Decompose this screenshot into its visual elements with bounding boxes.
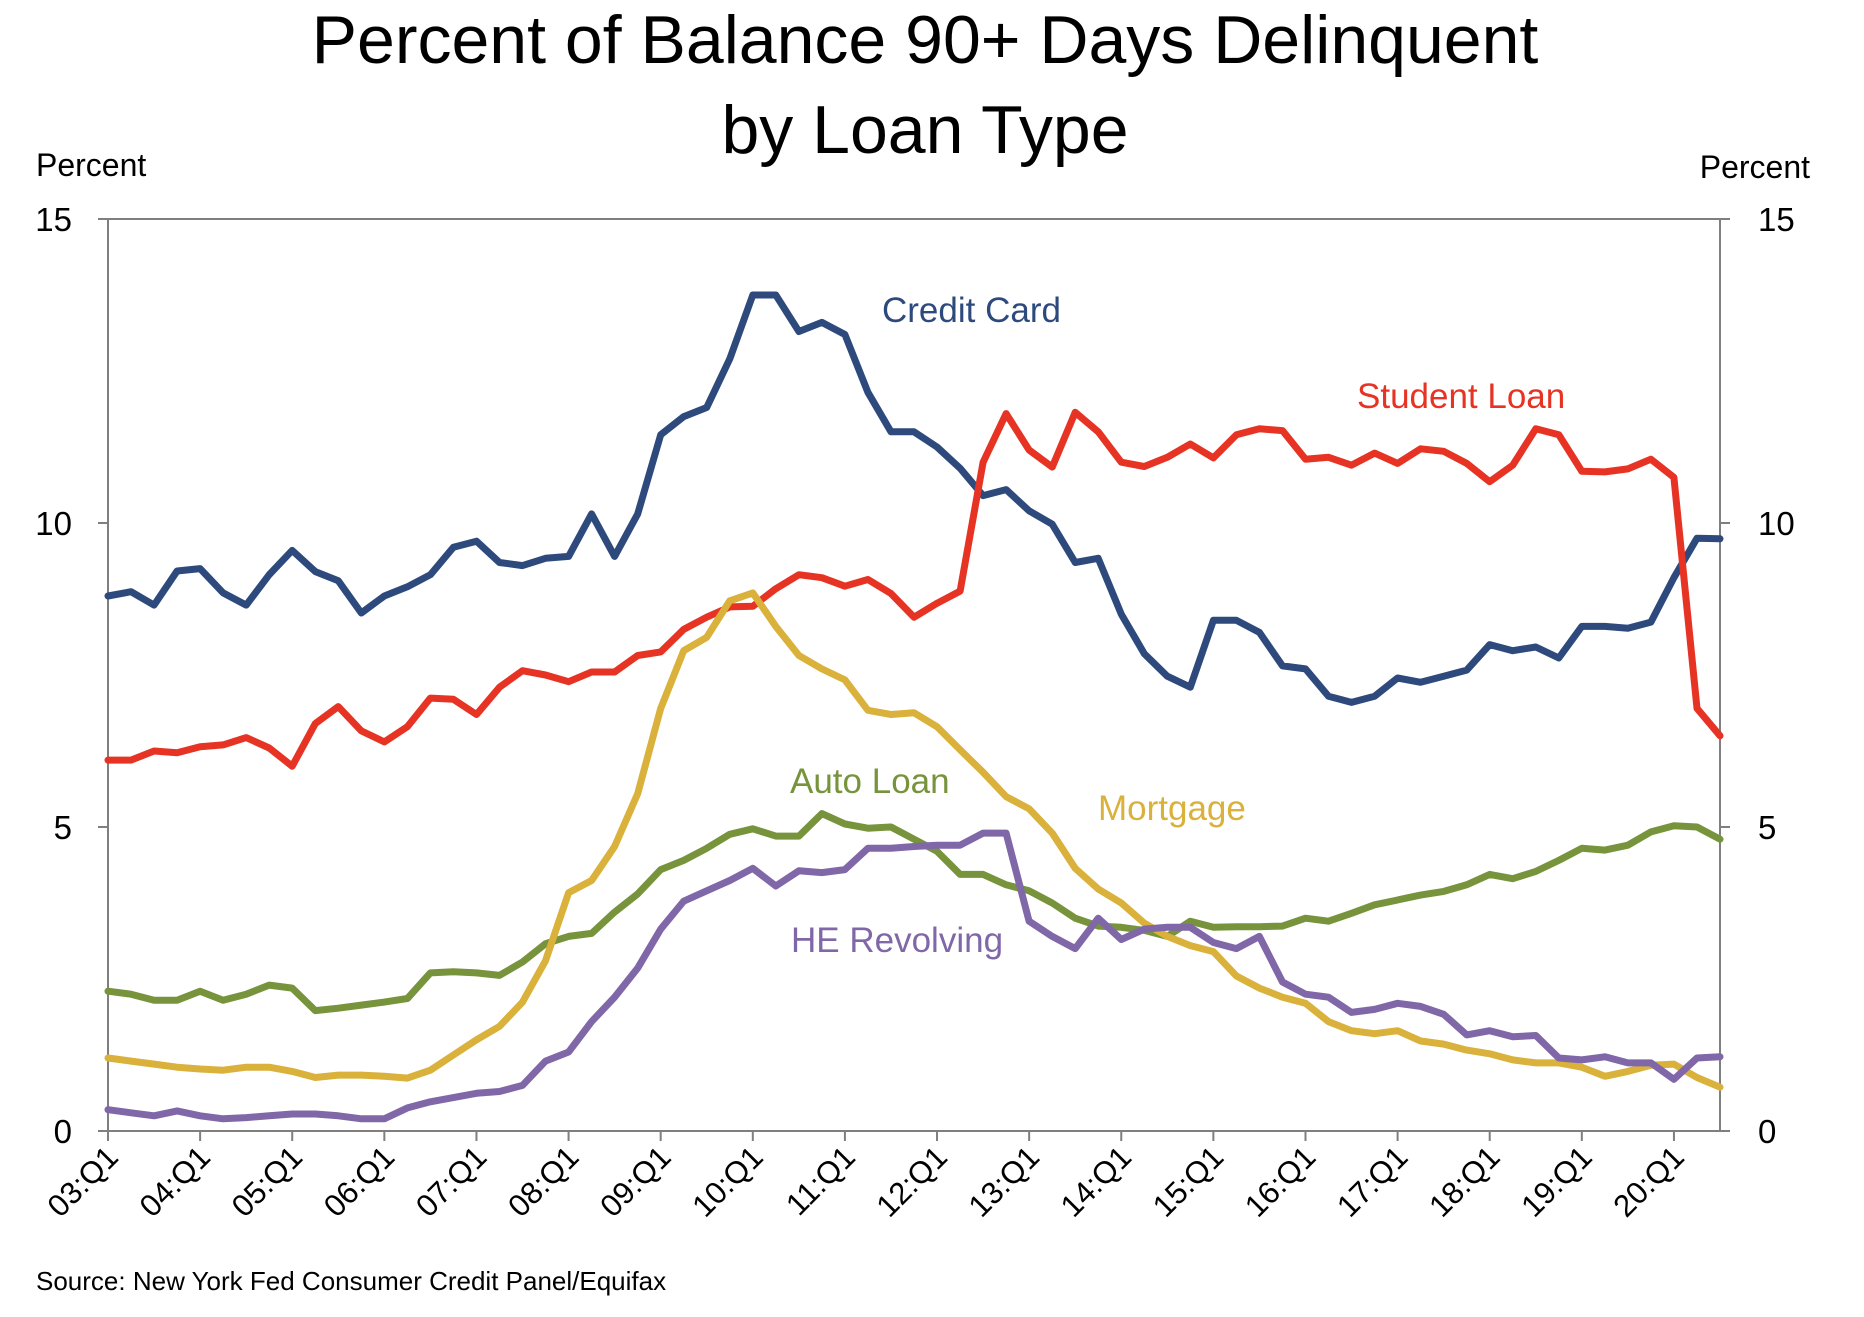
x-tick-label: 03:Q1 (40, 1139, 124, 1223)
plot-border (107, 218, 1721, 1132)
x-tick-label: 17:Q1 (1330, 1139, 1414, 1223)
left-y-tick-label: 5 (54, 809, 72, 846)
right-y-tick-label: 5 (1758, 809, 1776, 846)
annotation-mortgage: Mortgage (1098, 789, 1246, 828)
x-tick-label: 04:Q1 (133, 1139, 217, 1223)
y-axis-label-right: Percent (1700, 149, 1810, 185)
plot-frame (107, 218, 1721, 1132)
right-y-tick-label: 15 (1758, 201, 1795, 238)
series-lines (104, 291, 1724, 1123)
x-tick-label: 20:Q1 (1606, 1139, 1690, 1223)
series-line-he-revolving (104, 829, 1724, 1123)
left-y-axis: 0 5 10 15 (35, 201, 108, 1150)
x-tick-label: 11:Q1 (779, 1139, 862, 1222)
x-tick-label: 19:Q1 (1514, 1139, 1598, 1223)
x-axis: 03:Q1 04:Q1 05:Q1 06:Q1 07:Q1 08:Q1 09:Q1 10:Q1… (40, 1131, 1691, 1224)
x-tick-label: 16:Q1 (1238, 1139, 1322, 1223)
right-y-tick-label: 10 (1758, 505, 1795, 542)
x-tick-label: 15:Q1 (1146, 1139, 1230, 1223)
right-y-axis: 0 5 10 15 (1720, 201, 1795, 1150)
series-line-auto-loan (104, 810, 1724, 1015)
right-y-tick-label: 0 (1758, 1113, 1776, 1150)
chart-subtitle: by Loan Type (721, 92, 1128, 168)
x-tick-label: 06:Q1 (317, 1139, 401, 1223)
x-tick-label: 08:Q1 (501, 1139, 585, 1223)
annotation-auto-loan: Auto Loan (790, 762, 950, 801)
x-tick-label: 12:Q1 (870, 1139, 954, 1223)
x-tick-label: 07:Q1 (409, 1139, 493, 1223)
x-tick-label: 09:Q1 (593, 1139, 677, 1223)
left-y-tick-label: 15 (35, 201, 72, 238)
y-axis-label-left: Percent (36, 147, 146, 183)
x-tick-label: 13:Q1 (962, 1139, 1046, 1223)
annotation-student-loan: Student Loan (1357, 377, 1565, 416)
series-line-student-loan (104, 408, 1724, 770)
series-line-mortgage (104, 589, 1724, 1091)
source-note: Source: New York Fed Consumer Credit Pan… (36, 1266, 666, 1296)
left-y-tick-label: 10 (35, 505, 72, 542)
x-tick-label: 18:Q1 (1422, 1139, 1506, 1223)
series-line-credit-card (104, 291, 1724, 706)
x-tick-label: 10:Q1 (685, 1139, 769, 1223)
annotation-credit-card: Credit Card (882, 291, 1061, 330)
x-tick-label: 05:Q1 (225, 1139, 309, 1223)
chart-title: Percent of Balance 90+ Days Delinquent (312, 2, 1539, 78)
annotation-he-revolving: HE Revolving (791, 921, 1003, 960)
x-tick-label: 14:Q1 (1054, 1139, 1138, 1223)
left-y-tick-label: 0 (54, 1113, 72, 1150)
